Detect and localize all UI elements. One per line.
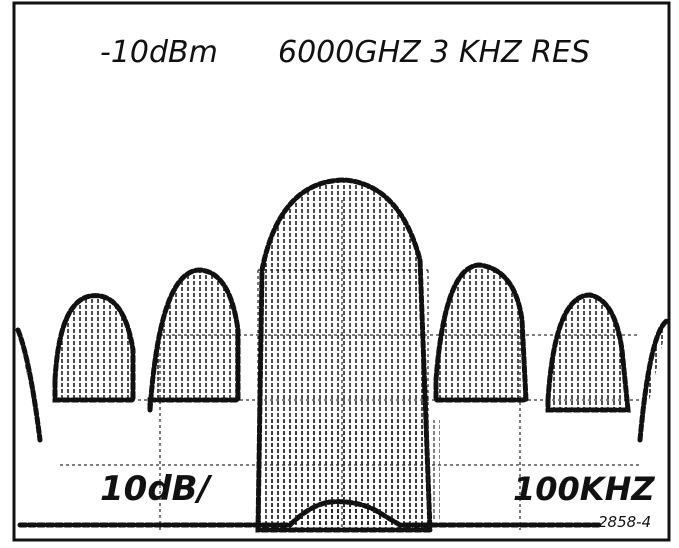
noise-floor	[270, 420, 440, 520]
settings: 6000GHZ 3 KHZ RES	[278, 35, 590, 70]
scale: 10dB/	[100, 469, 213, 509]
reference-level: -10dBm	[100, 35, 218, 70]
span: 100KHZ	[513, 470, 655, 508]
figure-id: 2858-4	[598, 513, 651, 531]
analyzer-screen: -10dBm 6000GHZ 3 KHZ RES 10dB/ 100KHZ 28…	[0, 0, 679, 548]
page: {"header": {"reference_level": "-10dBm",…	[0, 0, 679, 548]
